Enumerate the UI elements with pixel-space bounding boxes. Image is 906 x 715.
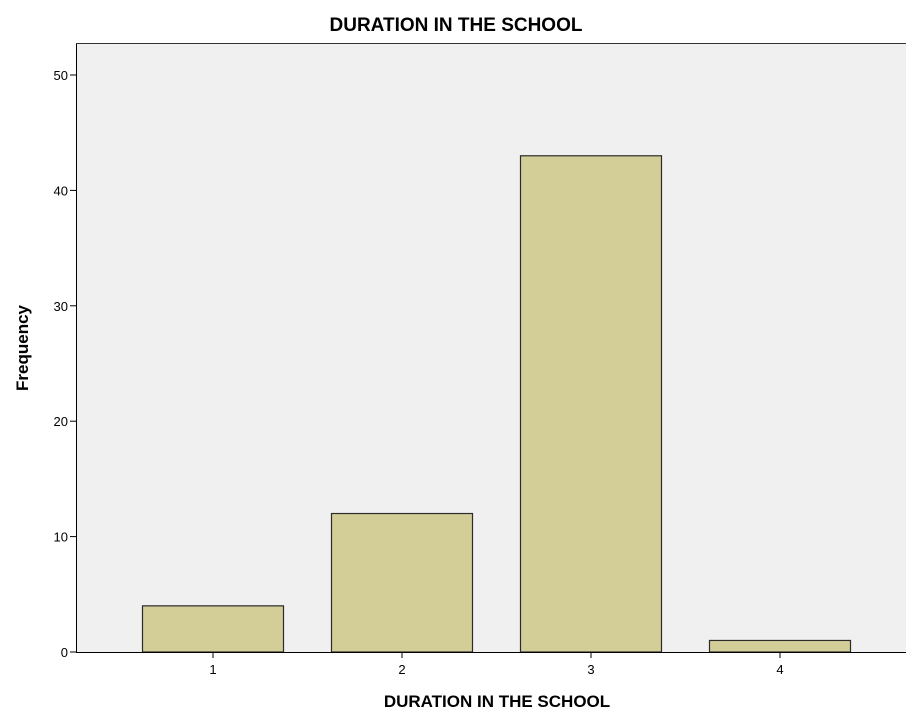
x-tick-label: 4 [776, 662, 783, 677]
chart-title: DURATION IN THE SCHOOL [330, 15, 583, 36]
bar-1 [141, 605, 285, 653]
bar-2 [330, 512, 474, 653]
x-ticks: 1 2 3 4 [209, 652, 784, 677]
x-tick-label: 1 [209, 662, 216, 677]
y-tick-label: 0 [61, 645, 68, 660]
y-tick-label: 30 [54, 299, 68, 314]
axes-layer [76, 43, 906, 653]
bar-3 [519, 155, 663, 653]
y-tick-label: 10 [54, 530, 68, 545]
y-axis-label: Frequency [13, 304, 32, 391]
bar-4 [708, 639, 852, 653]
y-ticks: 0 10 20 30 40 50 [54, 68, 76, 660]
plot-area [76, 43, 906, 652]
x-tick-label: 3 [587, 662, 594, 677]
y-tick-label: 20 [54, 414, 68, 429]
x-axis-label: DURATION IN THE SCHOOL [384, 692, 610, 711]
x-tick-label: 2 [398, 662, 405, 677]
y-tick-label: 50 [54, 68, 68, 83]
bars-layer [141, 155, 852, 653]
y-tick-label: 40 [54, 183, 68, 198]
